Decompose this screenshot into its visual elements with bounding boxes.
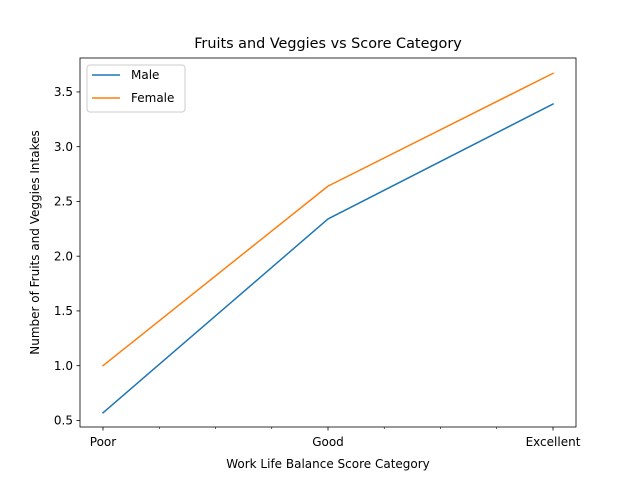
legend: Male Female (86, 64, 186, 113)
y-tick-label: 0.5 (54, 414, 73, 428)
y-tick-label: 3.0 (54, 140, 73, 154)
x-tick-label: Poor (90, 435, 116, 449)
legend-label-male: Male (131, 68, 159, 82)
y-tick-label: 2.5 (54, 195, 73, 209)
x-tick-label: Good (312, 435, 344, 449)
y-tick-label: 2.0 (54, 249, 73, 263)
y-tick-label: 1.5 (54, 304, 73, 318)
chart-title: Fruits and Veggies vs Score Category (194, 36, 462, 52)
series-layer (101, 72, 555, 414)
y-tick-label: 1.0 (54, 359, 73, 373)
legend-box (86, 64, 186, 113)
x-tick-label: Excellent (526, 435, 581, 449)
series-line-female (101, 72, 555, 367)
y-axis-label: Number of Fruits and Veggies Intakes (28, 130, 42, 355)
x-axis-label: Work Life Balance Score Category (226, 457, 430, 471)
legend-label-female: Female (131, 91, 174, 105)
y-axis-ticks: 0.5 1.0 1.5 2.0 2.5 3.0 3.5 (54, 85, 80, 428)
x-axis-ticks: Poor Good Excellent (90, 427, 581, 449)
series-line-male (101, 102, 555, 414)
y-tick-label: 3.5 (54, 85, 73, 99)
plot-frame (79, 57, 577, 428)
